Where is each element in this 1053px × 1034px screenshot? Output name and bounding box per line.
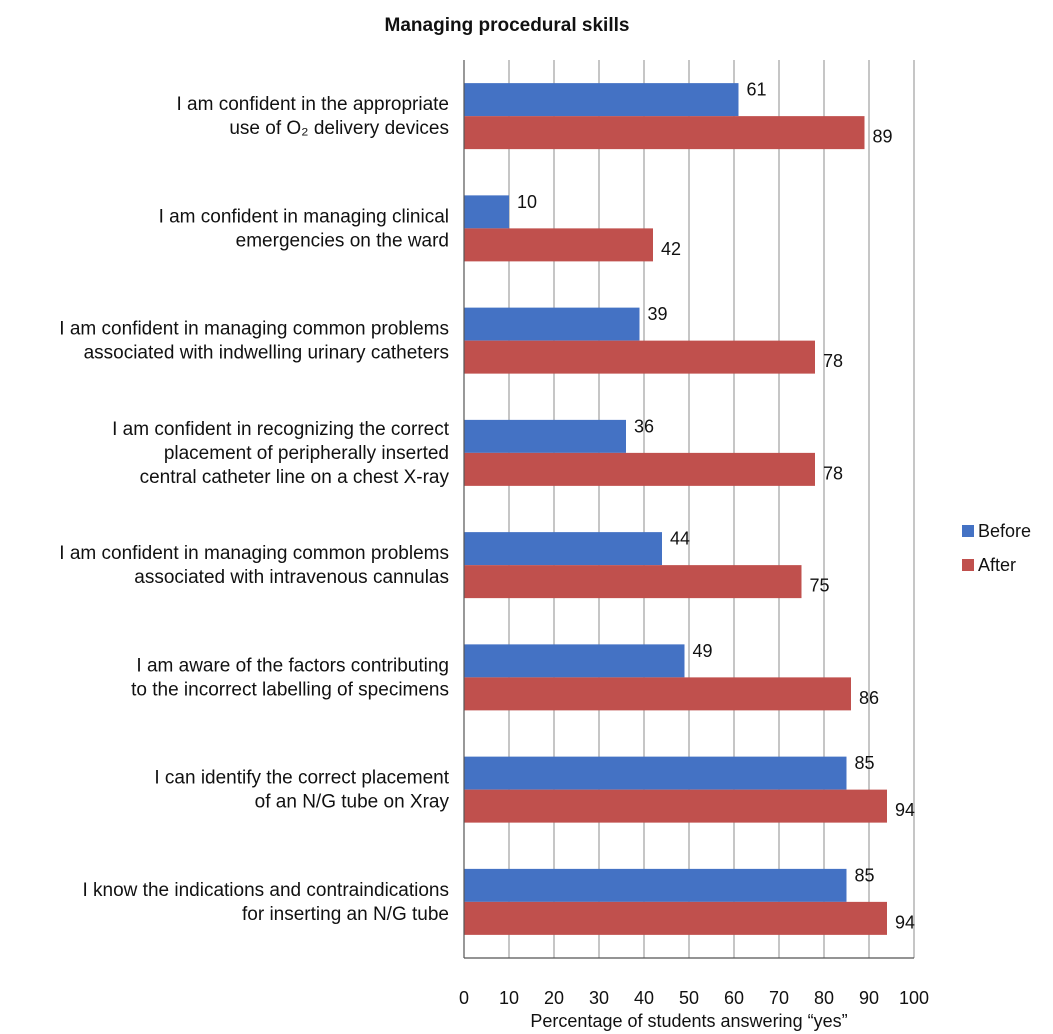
data-label-after: 94 <box>895 800 915 820</box>
category-label: I am aware of the factors contributing to… <box>131 655 449 700</box>
bar-after <box>464 677 851 711</box>
legend-label-before: Before <box>978 521 1031 541</box>
gridlines <box>464 60 915 959</box>
legend: Before After <box>962 521 1031 575</box>
data-label-before: 85 <box>855 753 875 773</box>
category-labels: I am confident in the appropriate use of … <box>59 94 449 925</box>
bar-before <box>464 307 640 341</box>
x-axis-label: Percentage of students answering “yes” <box>530 1011 847 1031</box>
data-label-before: 10 <box>517 192 537 212</box>
data-label-before: 49 <box>693 641 713 661</box>
data-label-after: 78 <box>823 463 843 483</box>
x-tick-label: 80 <box>814 988 834 1008</box>
bar-before <box>464 419 626 453</box>
data-label-after: 42 <box>661 239 681 259</box>
bar-after <box>464 565 802 599</box>
data-label-before: 36 <box>634 416 654 436</box>
data-label-after: 89 <box>873 127 893 147</box>
bar-after <box>464 452 815 486</box>
x-tick-label: 60 <box>724 988 744 1008</box>
data-label-before: 61 <box>747 80 767 100</box>
x-tick-labels: 0 10 20 30 40 50 60 70 80 90 100 <box>459 988 929 1008</box>
bar-before <box>464 868 847 902</box>
bar-after <box>464 340 815 374</box>
legend-swatch-before <box>962 525 974 537</box>
x-tick-label: 30 <box>589 988 609 1008</box>
category-label: I am confident in managing clinical emerg… <box>159 206 449 251</box>
legend-swatch-after <box>962 559 974 571</box>
bar-after <box>464 116 865 150</box>
data-label-after: 94 <box>895 912 915 932</box>
category-label: I am confident in managing common proble… <box>59 319 449 364</box>
bar-before <box>464 532 662 566</box>
data-labels: 61 89 10 42 39 78 36 78 44 75 49 86 85 94 85 94 <box>517 80 915 933</box>
x-tick-label: 20 <box>544 988 564 1008</box>
x-tick-label: 90 <box>859 988 879 1008</box>
x-tick-label: 40 <box>634 988 654 1008</box>
bar-after <box>464 228 653 262</box>
data-label-before: 39 <box>648 304 668 324</box>
category-label: I am confident in the appropriate use of … <box>176 94 449 139</box>
category-label: I am confident in recognizing the correc… <box>112 419 450 488</box>
data-label-after: 78 <box>823 351 843 371</box>
category-label: I am confident in managing common proble… <box>59 543 449 588</box>
data-label-before: 44 <box>670 529 690 549</box>
data-label-before: 85 <box>855 865 875 885</box>
bar-after <box>464 789 887 823</box>
legend-label-after: After <box>978 555 1016 575</box>
bar-before <box>464 83 739 117</box>
data-label-after: 75 <box>810 576 830 596</box>
bar-before <box>464 644 685 678</box>
bar-before <box>464 195 509 229</box>
bar-before <box>464 756 847 790</box>
category-label: I can identify the correct placement of a… <box>154 768 449 813</box>
data-label-after: 86 <box>859 688 879 708</box>
bar-after <box>464 901 887 935</box>
x-tick-label: 100 <box>899 988 929 1008</box>
x-tick-label: 0 <box>459 988 469 1008</box>
chart-title: Managing procedural skills <box>385 15 630 36</box>
x-tick-label: 70 <box>769 988 789 1008</box>
x-tick-label: 50 <box>679 988 699 1008</box>
x-tick-label: 10 <box>499 988 519 1008</box>
category-label: I know the indications and contraindicat… <box>82 880 449 925</box>
bars <box>464 83 887 935</box>
